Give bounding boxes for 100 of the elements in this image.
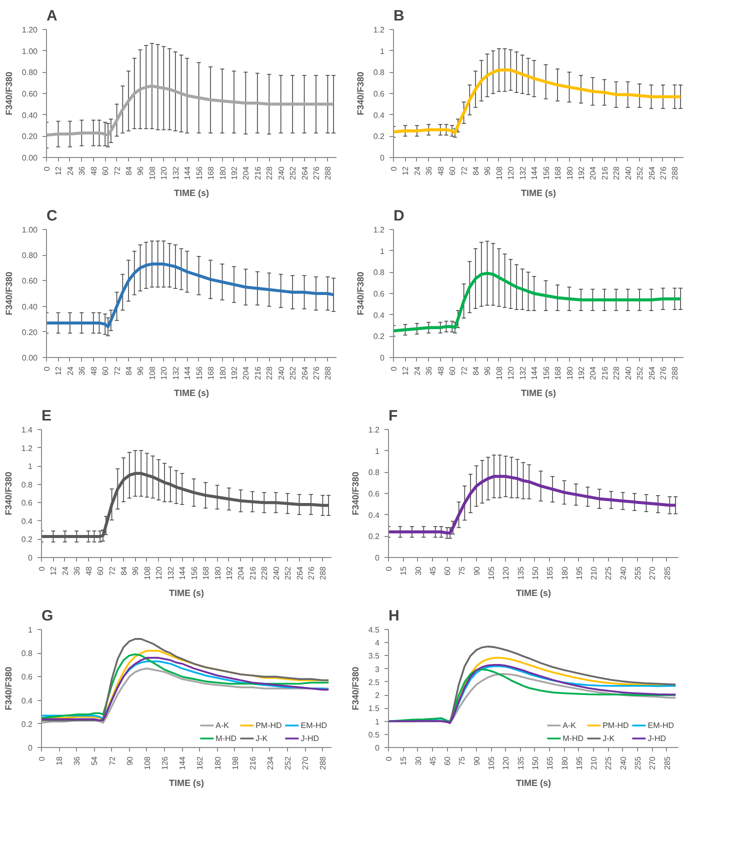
y-tick-label: 1.20 — [22, 26, 38, 34]
chart-title: H — [388, 608, 400, 624]
x-tick-label: 108 — [142, 756, 152, 770]
x-tick-label: 240 — [276, 366, 286, 380]
x-tick-label: 12 — [401, 166, 410, 176]
x-tick-label: 45 — [428, 756, 438, 766]
x-tick-label: 276 — [658, 366, 668, 380]
x-tick-label: 156 — [542, 166, 551, 180]
x-tick-label: 120 — [506, 166, 516, 180]
y-tick-label: 0.6 — [21, 672, 34, 682]
legend-label: J-HD — [648, 733, 667, 743]
x-tick-label: 216 — [253, 166, 262, 180]
x-tick-label: 270 — [648, 566, 658, 580]
x-tick-label: 288 — [670, 166, 680, 180]
y-tick-label: 0 — [380, 354, 386, 362]
y-tick-label: 0.4 — [368, 510, 380, 520]
x-tick-label: 48 — [436, 366, 446, 376]
x-tick-label: 0 — [384, 756, 394, 761]
x-tick-label: 36 — [72, 566, 82, 576]
x-tick-label: 60 — [443, 756, 452, 766]
x-tick-label: 60 — [448, 166, 458, 176]
x-tick-label: 120 — [154, 566, 164, 580]
line-series — [394, 272, 682, 332]
x-tick-label: 264 — [647, 366, 656, 380]
x-tick-label: 24 — [412, 366, 422, 376]
y-tick-label: 1 — [380, 246, 386, 256]
x-tick-label: 264 — [647, 166, 656, 180]
y-axis-title: F340/F380 — [4, 272, 14, 316]
x-tick-label: 168 — [202, 566, 211, 580]
x-tick-label: 192 — [230, 166, 239, 180]
x-axis-title: TIME (s) — [174, 388, 209, 398]
x-tick-label: 216 — [600, 366, 610, 380]
x-tick-label: 288 — [318, 756, 328, 770]
x-tick-label: 105 — [487, 756, 496, 770]
x-tick-label: 24 — [66, 166, 75, 176]
y-tick-label: 0.00 — [22, 354, 38, 362]
y-tick-label: 0 — [380, 154, 386, 162]
x-tick-label: 132 — [166, 566, 176, 580]
x-tick-label: 96 — [483, 166, 492, 176]
y-axis-title: F340/F380 — [3, 472, 14, 516]
x-tick-label: 270 — [648, 756, 658, 770]
x-tick-label: 168 — [554, 366, 563, 380]
x-tick-label: 120 — [160, 366, 169, 380]
y-axis-title: F340/F380 — [350, 666, 360, 710]
x-tick-label: 150 — [530, 756, 540, 770]
x-tick-label: 36 — [424, 166, 434, 176]
legend-label: J-HD — [300, 733, 320, 743]
x-tick-label: 24 — [412, 166, 422, 176]
x-tick-label: 75 — [458, 756, 467, 766]
x-tick-label: 12 — [54, 166, 64, 176]
x-tick-label: 144 — [178, 566, 188, 580]
x-tick-label: 240 — [624, 166, 633, 180]
x-tick-label: 0 — [38, 566, 46, 571]
x-tick-label: 120 — [506, 366, 516, 380]
legend-label: EM-HD — [648, 720, 674, 730]
x-tick-label: 144 — [183, 166, 192, 180]
x-tick-label: 228 — [612, 166, 622, 180]
x-tick-label: 0 — [42, 366, 52, 371]
x-tick-label: 96 — [136, 166, 146, 176]
x-tick-label: 84 — [124, 166, 134, 176]
x-tick-label: 204 — [242, 366, 251, 380]
x-tick-label: 180 — [213, 566, 222, 580]
y-tick-label: 0.8 — [21, 480, 34, 490]
x-tick-label: 255 — [633, 566, 642, 580]
chart-title: F — [388, 408, 398, 424]
x-tick-label: 228 — [265, 166, 274, 180]
x-tick-label: 168 — [206, 366, 216, 380]
x-tick-label: 270 — [301, 756, 310, 770]
y-tick-label: 0.60 — [22, 276, 38, 286]
line-series — [46, 262, 336, 328]
x-tick-label: 252 — [284, 566, 293, 580]
x-tick-label: 36 — [78, 166, 87, 176]
line-series — [42, 668, 330, 724]
x-tick-label: 120 — [502, 756, 511, 770]
y-tick-label: 0.4 — [373, 110, 386, 120]
x-tick-label: 60 — [101, 366, 110, 376]
legend-label: A-K — [216, 720, 230, 730]
y-tick-label: 0.6 — [373, 90, 386, 98]
y-tick-label: 2.5 — [368, 678, 380, 687]
x-tick-label: 0 — [390, 366, 398, 371]
x-tick-label: 72 — [108, 566, 117, 576]
x-tick-label: 252 — [284, 756, 293, 770]
x-tick-label: 168 — [554, 166, 563, 180]
y-tick-label: 1.00 — [22, 46, 38, 56]
y-tick-label: 0.4 — [21, 696, 34, 706]
x-tick-label: 264 — [300, 166, 310, 180]
x-tick-label: 180 — [218, 366, 228, 380]
y-tick-label: 4 — [375, 638, 380, 648]
x-tick-label: 156 — [194, 166, 204, 180]
x-tick-label: 216 — [248, 566, 258, 580]
x-tick-label: 84 — [124, 366, 134, 376]
legend-label: A-K — [562, 720, 578, 730]
chart-title: B — [394, 8, 404, 24]
x-tick-label: 0 — [390, 166, 398, 171]
y-tick-label: 0.60 — [22, 90, 38, 98]
x-tick-label: 90 — [472, 756, 482, 766]
x-tick-label: 240 — [272, 566, 281, 580]
x-tick-label: 228 — [265, 366, 274, 380]
y-tick-label: 1.2 — [368, 426, 380, 434]
y-tick-label: 0.20 — [22, 328, 38, 337]
